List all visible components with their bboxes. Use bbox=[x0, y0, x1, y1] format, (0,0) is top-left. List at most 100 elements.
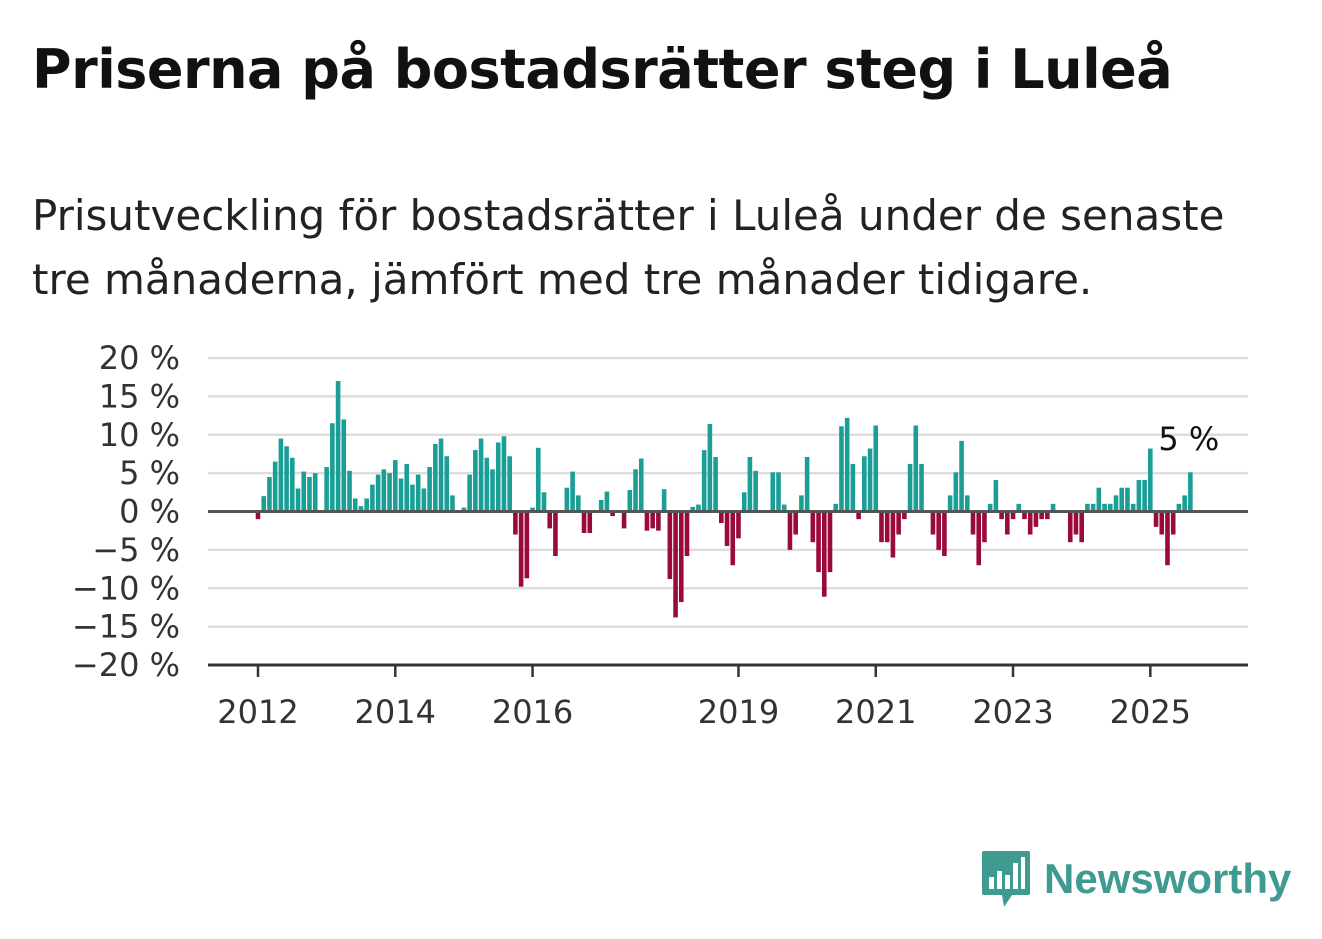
bar bbox=[644, 511, 650, 531]
bar bbox=[839, 426, 844, 512]
y-tick-label: 0 % bbox=[119, 493, 180, 531]
bar bbox=[1188, 472, 1193, 512]
x-axis: 2012 2014 2016 2019 2021 2023 2025 bbox=[208, 663, 1248, 731]
bar bbox=[1073, 511, 1079, 535]
bar bbox=[518, 511, 524, 587]
bar bbox=[633, 469, 638, 512]
bar bbox=[535, 447, 541, 512]
bar bbox=[684, 511, 690, 557]
bar bbox=[976, 511, 982, 566]
bar bbox=[747, 457, 753, 512]
bar bbox=[255, 511, 261, 520]
bar bbox=[970, 511, 976, 535]
bar bbox=[793, 511, 798, 535]
bar bbox=[1170, 511, 1176, 535]
chart-title: Priserna på bostadsrätter steg i Luleå bbox=[32, 38, 1173, 101]
bar bbox=[604, 491, 610, 512]
bar bbox=[410, 484, 415, 512]
bar bbox=[1079, 511, 1084, 543]
bar bbox=[959, 440, 964, 512]
x-tick-label: 2016 bbox=[492, 693, 573, 731]
bar bbox=[673, 511, 678, 618]
bar bbox=[375, 474, 381, 512]
bar bbox=[787, 511, 793, 550]
bar bbox=[501, 436, 507, 512]
bar bbox=[301, 471, 307, 512]
bar bbox=[341, 419, 347, 512]
bar bbox=[1022, 511, 1027, 520]
y-tick-label: −5 % bbox=[92, 531, 180, 569]
bar bbox=[902, 511, 907, 520]
y-tick-label: −15 % bbox=[72, 608, 180, 646]
chart-subtitle: Prisutveckling för bostadsrätter i Luleå… bbox=[32, 191, 1225, 304]
bar bbox=[781, 504, 787, 512]
bar bbox=[713, 457, 718, 512]
bar bbox=[707, 424, 713, 512]
bar bbox=[415, 474, 421, 512]
bar bbox=[701, 450, 707, 512]
x-tick-label: 2021 bbox=[835, 693, 916, 731]
bar bbox=[433, 443, 438, 512]
bar bbox=[833, 503, 839, 512]
bar bbox=[770, 472, 776, 512]
bar bbox=[856, 511, 861, 520]
bar bbox=[1039, 511, 1044, 520]
y-tick-label: 10 % bbox=[99, 416, 180, 454]
bar bbox=[953, 472, 959, 512]
bar bbox=[312, 473, 318, 512]
bar bbox=[576, 495, 581, 512]
bar bbox=[661, 489, 667, 512]
bar bbox=[850, 463, 856, 512]
bar bbox=[1027, 511, 1033, 535]
bar bbox=[495, 442, 501, 512]
bar bbox=[564, 487, 570, 512]
bar bbox=[913, 425, 919, 512]
bar bbox=[507, 456, 512, 512]
bar bbox=[513, 511, 518, 535]
bar bbox=[696, 504, 701, 512]
bar bbox=[484, 457, 490, 512]
bar bbox=[330, 423, 335, 512]
bar bbox=[678, 511, 684, 603]
bar bbox=[799, 495, 804, 512]
bar bbox=[553, 511, 558, 557]
bar bbox=[473, 450, 478, 512]
bar bbox=[1136, 480, 1142, 512]
y-tick-label: 15 % bbox=[99, 377, 180, 415]
bar bbox=[1033, 511, 1039, 527]
bar bbox=[1085, 503, 1090, 512]
bar bbox=[392, 460, 398, 512]
bar bbox=[1125, 487, 1130, 512]
bar bbox=[942, 511, 947, 557]
bar bbox=[987, 503, 993, 512]
bar bbox=[690, 506, 696, 512]
bar bbox=[650, 511, 655, 529]
bar bbox=[810, 511, 816, 543]
bar bbox=[816, 511, 821, 573]
x-tick-label: 2012 bbox=[217, 693, 298, 731]
x-tick-label: 2023 bbox=[972, 693, 1053, 731]
bar bbox=[621, 511, 627, 529]
y-axis: 20 %15 %10 %5 %0 %−5 %−10 %−15 %−20 % bbox=[72, 339, 180, 684]
bar bbox=[724, 511, 730, 547]
bar bbox=[964, 495, 970, 512]
bar bbox=[1176, 503, 1182, 512]
bar bbox=[1050, 503, 1056, 512]
bar bbox=[541, 492, 547, 512]
bar bbox=[753, 470, 758, 512]
gridlines bbox=[208, 356, 1248, 628]
bar bbox=[524, 511, 530, 579]
bar bbox=[1142, 480, 1147, 512]
bar bbox=[896, 511, 901, 535]
bar bbox=[278, 438, 284, 512]
bar bbox=[272, 461, 278, 512]
bar bbox=[1113, 495, 1119, 512]
bar bbox=[907, 463, 913, 512]
x-tick-label: 2014 bbox=[355, 693, 436, 731]
annotations: 5 % bbox=[1158, 420, 1219, 458]
bar bbox=[873, 425, 879, 512]
bar bbox=[290, 457, 295, 512]
newsworthy-logo-icon bbox=[982, 851, 1030, 907]
brand-name: Newsworthy bbox=[1044, 855, 1292, 902]
x-tick-label: 2025 bbox=[1110, 693, 1191, 731]
